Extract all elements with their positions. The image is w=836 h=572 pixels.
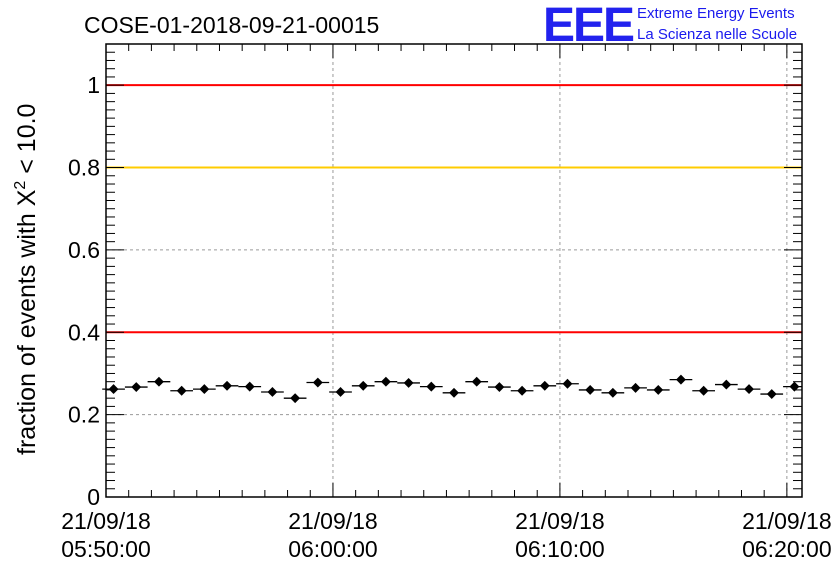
data-points <box>102 374 802 404</box>
data-point <box>698 385 709 396</box>
y-tick-label: 0.6 <box>68 237 100 263</box>
data-point <box>426 381 437 392</box>
y-axis-label-main: fraction of events with Χ <box>13 189 41 455</box>
data-point <box>154 376 164 387</box>
eee-logo: EEE Extreme Energy Events La Scienza nel… <box>543 0 797 52</box>
data-point <box>789 381 800 392</box>
data-point <box>585 384 596 395</box>
y-axis-label-sup: 2 <box>12 181 29 190</box>
chart-title: COSE-01-2018-09-21-00015 <box>84 12 379 38</box>
y-tick-label: 0 <box>87 484 100 510</box>
axis-ticks <box>105 43 802 498</box>
data-point <box>721 379 732 390</box>
y-axis-label-tail: < 10.0 <box>13 104 41 181</box>
logo-line-1: Extreme Energy Events <box>637 5 795 22</box>
data-point <box>676 374 686 385</box>
x-tick-label-time: 06:00:00 <box>288 536 378 562</box>
y-tick-label: 0.2 <box>68 402 100 428</box>
data-point <box>380 376 391 387</box>
x-tick-label-time: 06:10:00 <box>515 536 605 562</box>
plot-frame <box>105 43 803 498</box>
data-point <box>766 389 777 399</box>
x-tick-label-date: 21/09/18 <box>515 508 605 534</box>
data-point <box>653 384 664 395</box>
y-tick-label: 0.4 <box>68 319 100 345</box>
data-point <box>403 377 414 388</box>
data-point <box>358 380 369 391</box>
y-axis-label: fraction of events with Χ2 < 10.0 <box>12 104 41 455</box>
data-point <box>494 382 505 392</box>
data-point <box>517 385 528 396</box>
reference-lines <box>106 84 802 334</box>
x-tick-label-date: 21/09/18 <box>742 508 832 534</box>
data-point <box>108 384 119 395</box>
data-point <box>244 381 255 392</box>
data-point <box>199 384 210 395</box>
data-point <box>131 382 142 392</box>
data-point <box>562 378 573 389</box>
data-point <box>176 385 187 396</box>
x-tick-label-date: 21/09/18 <box>61 508 151 534</box>
x-tick-label-date: 21/09/18 <box>288 508 378 534</box>
data-point <box>267 387 278 397</box>
data-point <box>290 393 301 404</box>
y-tick-label: 1 <box>87 72 100 98</box>
data-point <box>312 377 323 388</box>
data-point <box>539 380 550 391</box>
x-tick-label-time: 06:20:00 <box>742 536 832 562</box>
data-point <box>335 387 346 397</box>
data-point <box>607 387 618 398</box>
tick-labels: 00.20.40.60.8121/09/1805:50:0021/09/1806… <box>61 72 831 562</box>
y-tick-label: 0.8 <box>68 155 100 181</box>
data-point <box>449 387 459 398</box>
data-point <box>630 382 641 393</box>
grid <box>105 44 802 498</box>
data-point <box>471 376 482 387</box>
data-point <box>744 384 754 395</box>
x-tick-label-time: 05:50:00 <box>61 536 151 562</box>
data-point <box>222 380 232 391</box>
logo-line-2: La Scienza nelle Scuole <box>637 26 797 43</box>
